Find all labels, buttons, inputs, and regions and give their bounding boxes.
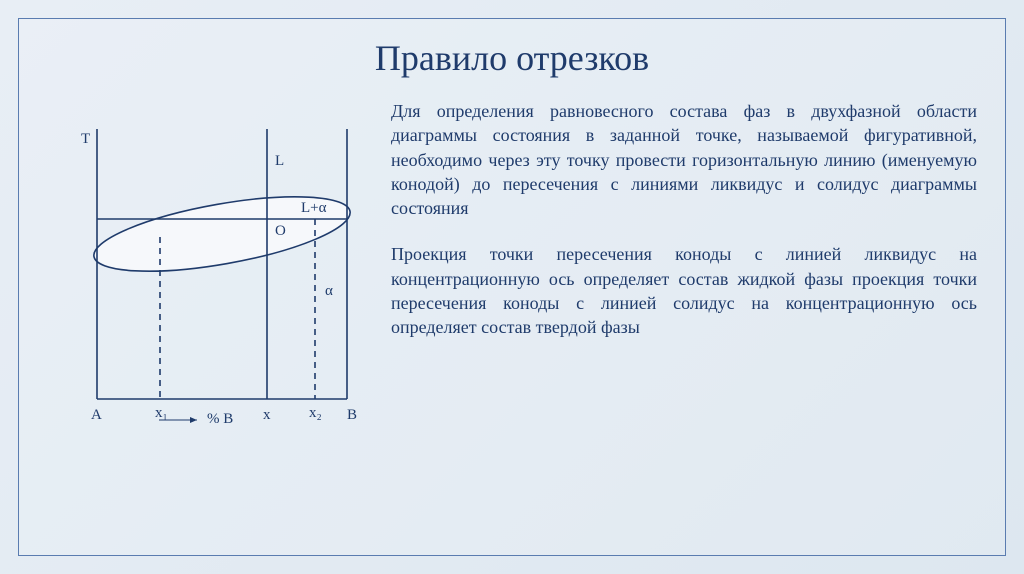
slide-title: Правило отрезков [19,37,1005,79]
svg-text:% B: % B [207,411,233,427]
diagram-svg: T L L+α Oα A Bx₁ x x₂ % B [47,99,377,439]
content-row: T L L+α Oα A Bx₁ x x₂ % B Для определения равнов… [19,79,1005,444]
svg-text:x₂: x₂ [309,405,322,421]
svg-text:B: B [347,407,357,423]
slide-frame: Правило отрезков T L L+α Oα A Bx₁ x x₂ % B Для о… [18,18,1006,556]
paragraph-1: Для определения равновесного состава фаз… [391,99,977,220]
svg-text:O: O [275,223,286,239]
paragraph-2: Проекция точки пересечения коноды с лини… [391,242,977,339]
svg-text:L+α: L+α [301,200,327,216]
svg-text:x₁: x₁ [155,405,168,421]
phase-diagram: T L L+α Oα A Bx₁ x x₂ % B [47,99,377,444]
svg-text:x: x [263,407,271,423]
text-column: Для определения равновесного состава фаз… [391,99,977,362]
svg-text:L: L [275,153,284,169]
svg-text:A: A [91,407,102,423]
svg-text:α: α [325,283,333,299]
svg-text:T: T [81,131,90,147]
